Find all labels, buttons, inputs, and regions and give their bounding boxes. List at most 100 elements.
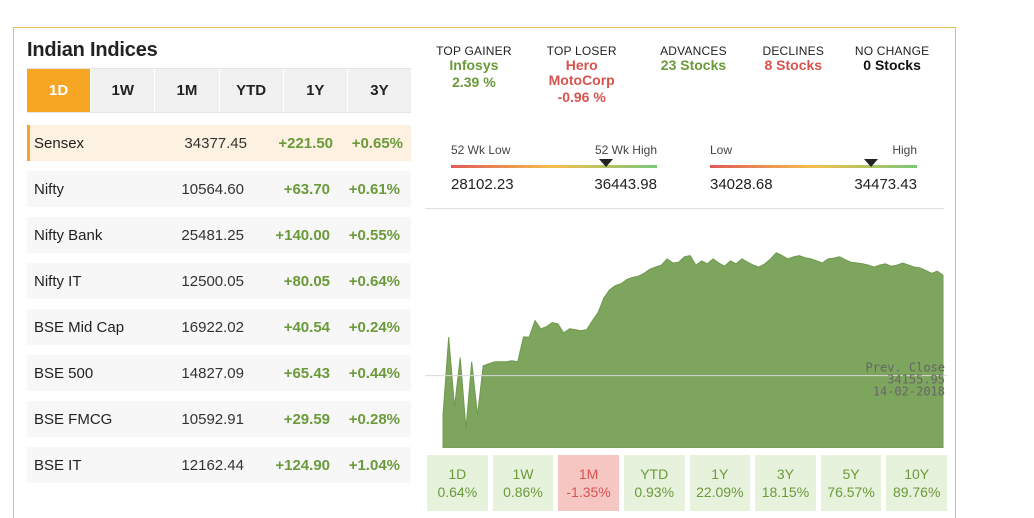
index-name: BSE FMCG xyxy=(34,410,113,428)
period-value: 0.64% xyxy=(437,484,478,500)
index-change: +140.00 xyxy=(275,226,330,244)
no-change-label: NO CHANGE xyxy=(854,44,930,58)
period-1y[interactable]: 1Y 22.09% xyxy=(689,455,751,511)
index-change: +124.90 xyxy=(275,456,330,474)
index-name: BSE Mid Cap xyxy=(34,318,125,336)
intraday-chart[interactable]: Prev. Close 34155.95 14-02-2018 xyxy=(425,222,947,448)
period-value: 89.76% xyxy=(892,484,941,500)
index-name: Sensex xyxy=(34,134,85,152)
period-label: 1M xyxy=(578,466,599,482)
index-row-sensex[interactable]: Sensex 34377.45 +221.50 +0.65% xyxy=(27,125,411,161)
tab-ytd[interactable]: YTD xyxy=(220,69,284,112)
index-change-pct: +0.24% xyxy=(348,318,400,336)
day-high-label: High xyxy=(892,143,917,157)
declines-stat: DECLINES 8 Stocks xyxy=(749,44,837,106)
week52-range-bar xyxy=(451,159,657,168)
period-ytd[interactable]: YTD 0.93% xyxy=(623,455,685,511)
period-value: -1.35% xyxy=(566,484,611,500)
period-label: 5Y xyxy=(842,466,860,482)
top-gainer-value: 2.39 % xyxy=(452,74,496,90)
top-loser-name-line1[interactable]: Hero xyxy=(565,57,598,73)
index-row-nifty-it[interactable]: Nifty IT 12500.05 +80.05 +0.64% xyxy=(27,263,411,299)
top-loser-value: -0.96 % xyxy=(557,89,606,105)
index-value: 34377.45 xyxy=(184,134,247,152)
index-change-pct: +0.28% xyxy=(348,410,400,428)
period-1m[interactable]: 1M -1.35% xyxy=(558,455,619,511)
week52-high-label: 52 Wk High xyxy=(594,143,657,157)
timeframe-tabs: 1D 1W 1M YTD 1Y 3Y xyxy=(27,68,411,113)
index-name: Nifty IT xyxy=(34,272,82,290)
week52-low-value: 28102.23 xyxy=(451,176,514,193)
index-value: 12500.05 xyxy=(181,272,244,290)
day-range-bar xyxy=(710,159,917,168)
period-10y[interactable]: 10Y 89.76% xyxy=(886,455,947,511)
market-stats: TOP GAINER Infosys 2.39 % TOP LOSER Hero… xyxy=(422,44,947,106)
tab-1y[interactable]: 1Y xyxy=(284,69,348,112)
index-change-pct: +0.61% xyxy=(348,180,400,198)
week52-low-label: 52 Wk Low xyxy=(451,143,511,157)
index-change: +63.70 xyxy=(283,180,330,198)
declines-value: 8 Stocks xyxy=(764,57,823,73)
period-5y[interactable]: 5Y 76.57% xyxy=(820,455,882,511)
top-loser-name-line2[interactable]: MotoCorp xyxy=(548,72,615,88)
index-value: 10564.60 xyxy=(181,180,244,198)
declines-label: DECLINES xyxy=(762,44,825,58)
index-row-nifty-bank[interactable]: Nifty Bank 25481.25 +140.00 +0.55% xyxy=(27,217,411,253)
index-value: 14827.09 xyxy=(181,364,244,382)
period-value: 18.15% xyxy=(761,484,810,500)
day-low-value: 34028.68 xyxy=(710,176,773,193)
period-1d[interactable]: 1D 0.64% xyxy=(427,455,488,511)
index-row-bse-it[interactable]: BSE IT 12162.44 +124.90 +1.04% xyxy=(27,447,411,483)
week52-high-value: 36443.98 xyxy=(594,176,657,193)
tab-1m[interactable]: 1M xyxy=(155,69,220,112)
index-change: +221.50 xyxy=(278,134,333,152)
prev-close-date: 14-02-2018 xyxy=(873,385,945,399)
top-loser-label: TOP LOSER xyxy=(546,44,617,58)
period-1w[interactable]: 1W 0.86% xyxy=(492,455,554,511)
index-value: 10592.91 xyxy=(181,410,244,428)
period-returns: 1D 0.64% 1W 0.86% 1M -1.35% YTD 0.93% 1Y 22.0… xyxy=(427,455,947,511)
index-name: Nifty Bank xyxy=(34,226,103,244)
index-change: +65.43 xyxy=(283,364,330,382)
index-change: +40.54 xyxy=(283,318,330,336)
period-label: 1W xyxy=(512,466,534,482)
index-row-bse-500[interactable]: BSE 500 14827.09 +65.43 +0.44% xyxy=(27,355,411,391)
top-gainer-label: TOP GAINER xyxy=(436,44,512,58)
no-change-stat: NO CHANGE 0 Stocks xyxy=(837,44,947,106)
period-value: 0.86% xyxy=(503,484,543,500)
index-row-nifty[interactable]: Nifty 10564.60 +63.70 +0.61% xyxy=(27,171,411,207)
widget-title: Indian Indices xyxy=(27,39,158,61)
prev-close-value: 34155.95 xyxy=(887,373,945,387)
index-value: 16922.02 xyxy=(181,318,244,336)
period-label: 3Y xyxy=(776,466,794,482)
index-change: +29.59 xyxy=(283,410,330,428)
advances-value: 23 Stocks xyxy=(660,57,727,73)
week52-range: 52 Wk Low 52 Wk High 28102.23 36443.98 xyxy=(451,143,657,193)
index-value: 25481.25 xyxy=(181,226,244,244)
index-row-bse-fmcg[interactable]: BSE FMCG 10592.91 +29.59 +0.28% xyxy=(27,401,411,437)
tab-3y[interactable]: 3Y xyxy=(370,82,389,99)
index-change-pct: +0.44% xyxy=(348,364,400,382)
index-name: BSE 500 xyxy=(34,364,94,382)
top-gainer-stat: TOP GAINER Infosys 2.39 % xyxy=(422,44,526,106)
day-low-label: Low xyxy=(710,143,733,157)
period-value: 0.93% xyxy=(634,484,675,500)
index-change-pct: +0.64% xyxy=(348,272,400,290)
intraday-area-series xyxy=(442,252,944,448)
index-change-pct: +0.65% xyxy=(351,134,403,152)
tab-1w[interactable]: 1W xyxy=(91,69,156,112)
top-loser-stat: TOP LOSER Hero MotoCorp -0.96 % xyxy=(526,44,638,106)
index-change-pct: +0.55% xyxy=(348,226,400,244)
period-3y[interactable]: 3Y 18.15% xyxy=(755,455,816,511)
index-row-bse-mid-cap[interactable]: BSE Mid Cap 16922.02 +40.54 +0.24% xyxy=(27,309,411,345)
period-label: 1D xyxy=(448,466,467,482)
index-change-pct: +1.04% xyxy=(348,456,400,474)
advances-label: ADVANCES xyxy=(660,44,727,58)
indices-list: Sensex 34377.45 +221.50 +0.65% Nifty 105… xyxy=(27,125,411,493)
top-gainer-name[interactable]: Infosys xyxy=(449,57,499,73)
tab-1d[interactable]: 1D xyxy=(27,69,92,112)
day-range: Low High 34028.68 34473.43 xyxy=(710,143,917,193)
period-value: 76.57% xyxy=(827,484,875,500)
index-name: Nifty xyxy=(34,180,64,198)
index-value: 12162.44 xyxy=(181,456,244,474)
